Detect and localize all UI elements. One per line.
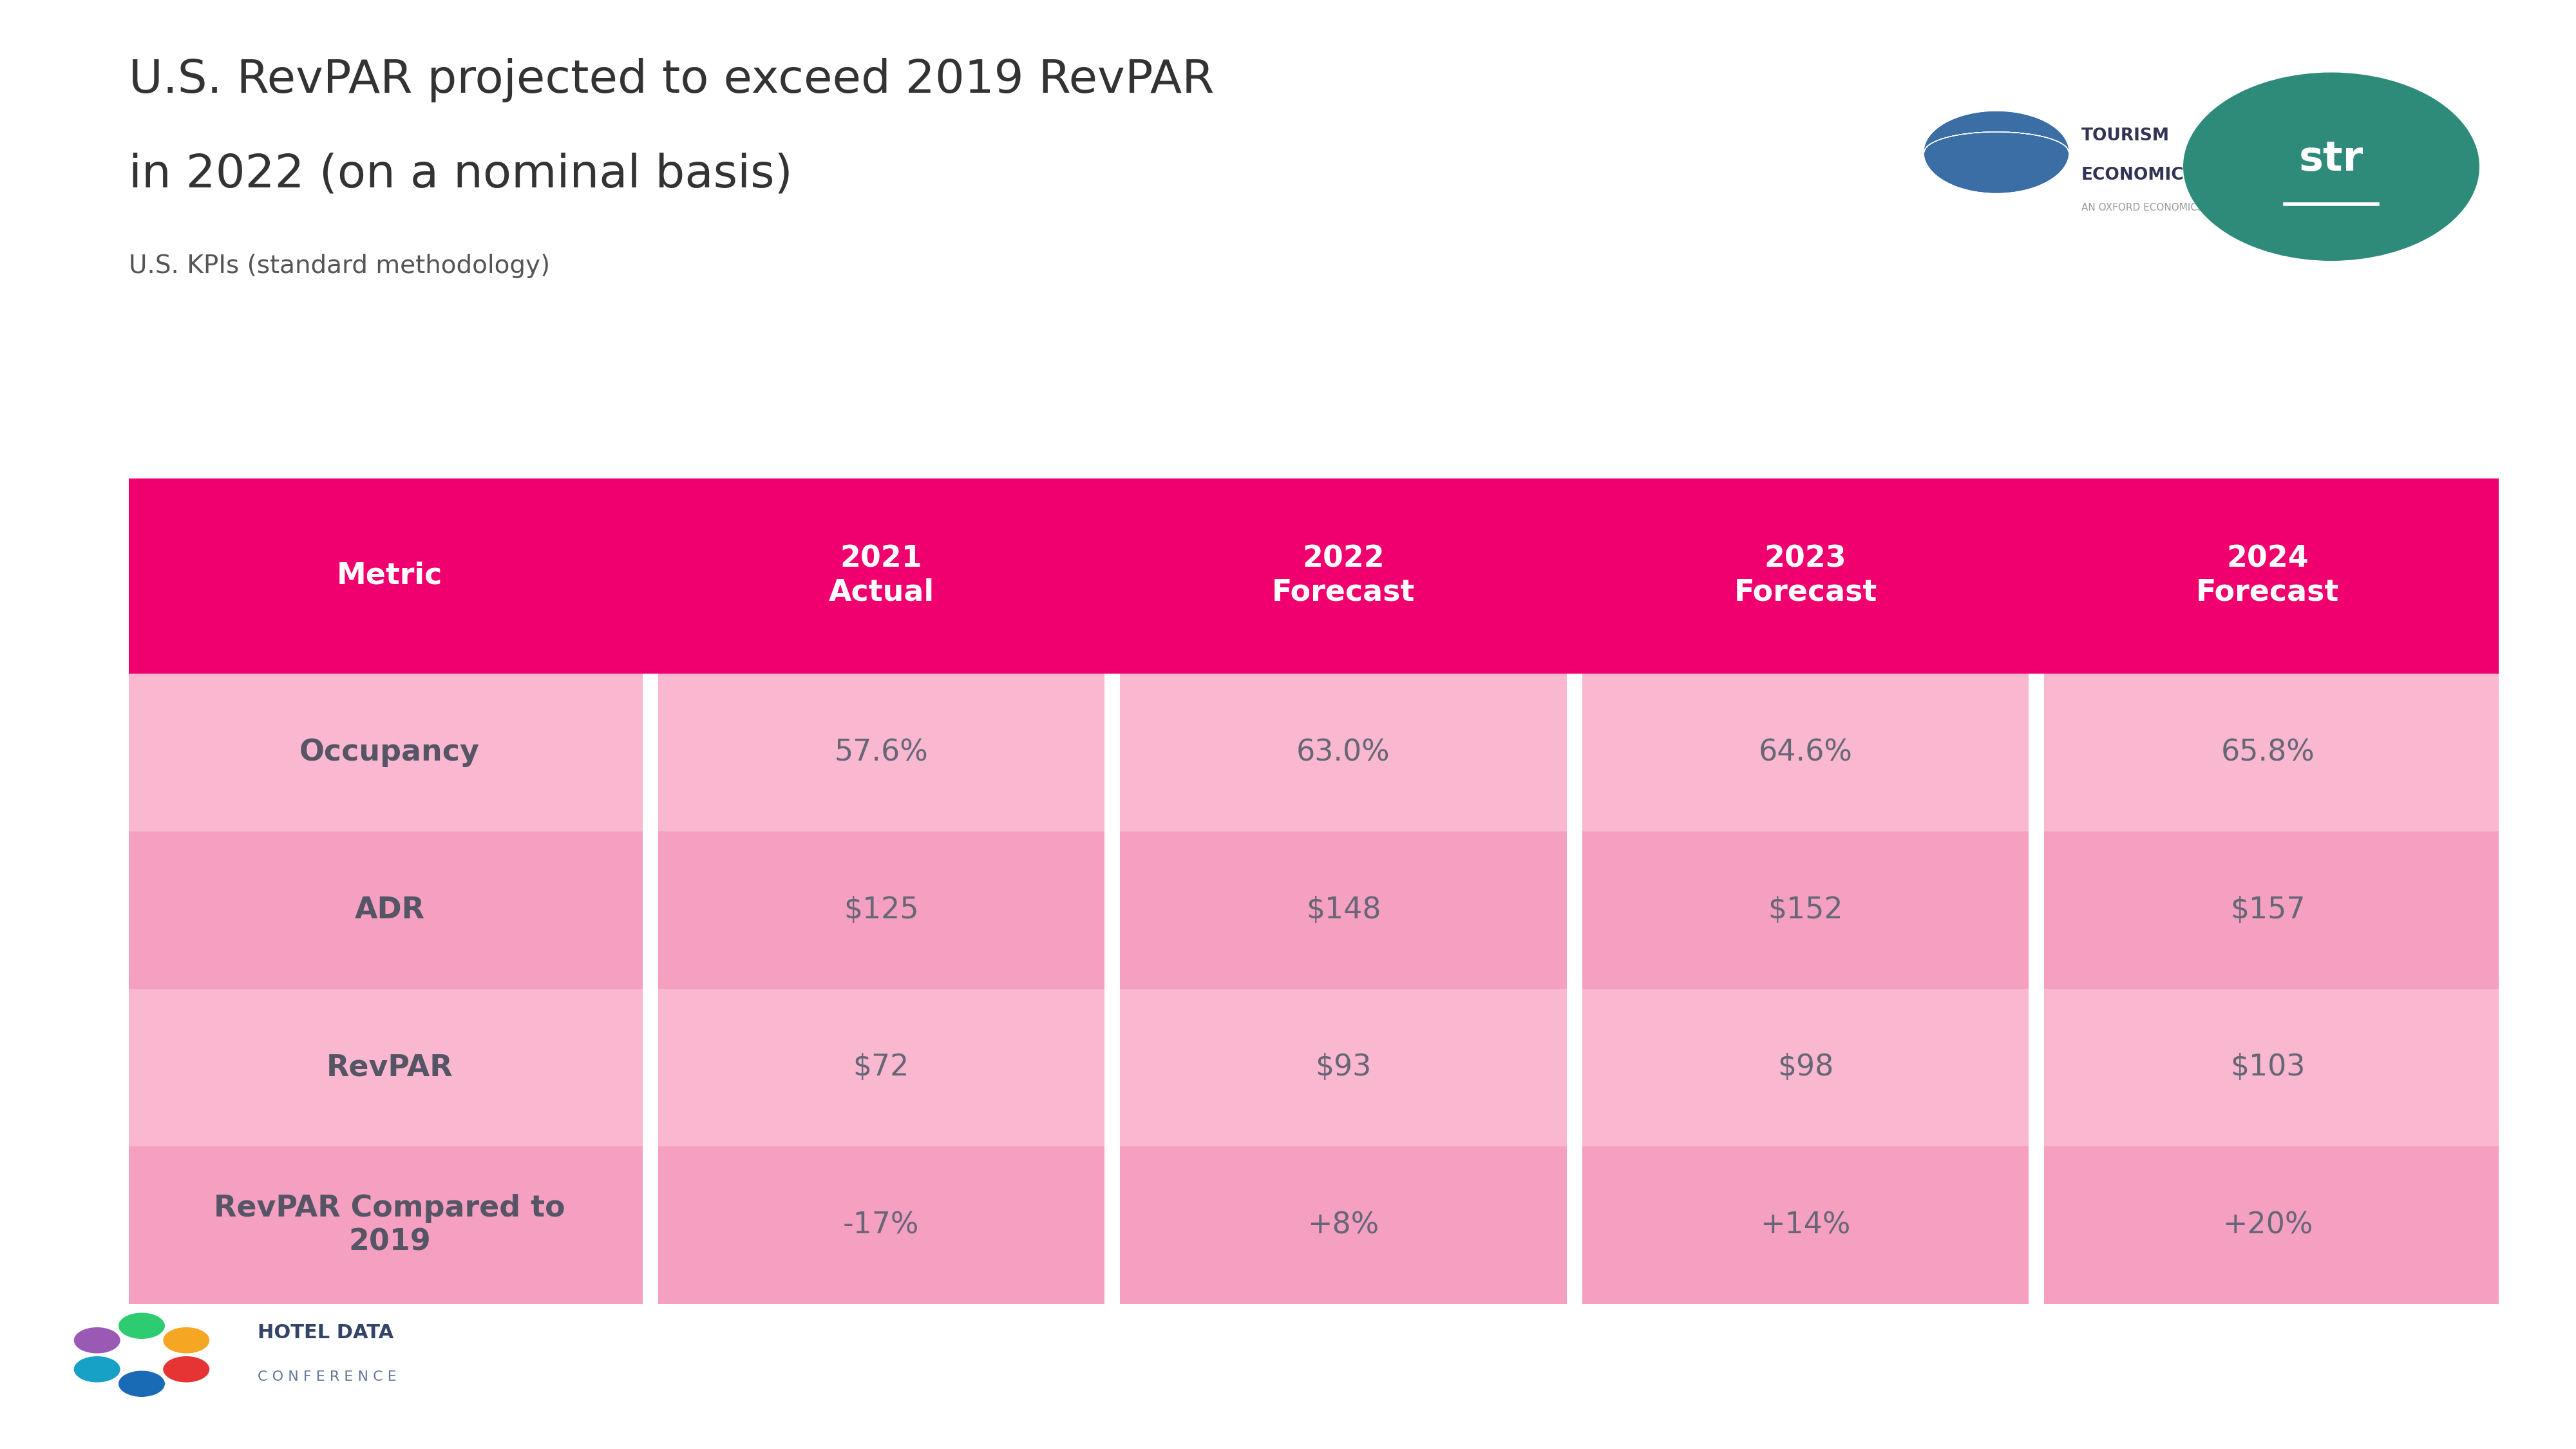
- FancyBboxPatch shape: [2038, 988, 2499, 1146]
- Text: 64.6%: 64.6%: [1759, 738, 1852, 767]
- FancyBboxPatch shape: [2038, 832, 2499, 988]
- Text: $148: $148: [1306, 895, 1381, 924]
- Text: AN OXFORD ECONOMICS COMPANY: AN OXFORD ECONOMICS COMPANY: [2081, 203, 2254, 213]
- FancyBboxPatch shape: [2030, 832, 2045, 988]
- FancyBboxPatch shape: [1574, 832, 2038, 988]
- Text: TOURISM: TOURISM: [2081, 128, 2169, 145]
- FancyBboxPatch shape: [1574, 674, 2038, 832]
- Text: 63.0%: 63.0%: [1296, 738, 1391, 767]
- FancyBboxPatch shape: [1566, 478, 1582, 674]
- Text: Metric: Metric: [337, 561, 443, 591]
- FancyBboxPatch shape: [649, 832, 1113, 988]
- Text: +8%: +8%: [1309, 1211, 1378, 1240]
- FancyBboxPatch shape: [129, 988, 649, 1146]
- FancyBboxPatch shape: [1113, 674, 1574, 832]
- FancyBboxPatch shape: [641, 1146, 657, 1304]
- Text: $157: $157: [2231, 895, 2306, 924]
- FancyBboxPatch shape: [1105, 988, 1121, 1146]
- FancyBboxPatch shape: [1566, 674, 1582, 832]
- Text: ADR: ADR: [355, 895, 425, 924]
- FancyBboxPatch shape: [2030, 988, 2045, 1146]
- FancyBboxPatch shape: [1113, 478, 1574, 674]
- FancyBboxPatch shape: [1113, 1146, 1574, 1304]
- Text: U.S. KPIs (standard methodology): U.S. KPIs (standard methodology): [129, 254, 551, 278]
- FancyBboxPatch shape: [129, 478, 649, 674]
- FancyBboxPatch shape: [1113, 988, 1574, 1146]
- FancyBboxPatch shape: [641, 988, 657, 1146]
- Ellipse shape: [2184, 72, 2478, 261]
- FancyBboxPatch shape: [2030, 1146, 2045, 1304]
- Text: $93: $93: [1316, 1053, 1370, 1082]
- FancyBboxPatch shape: [649, 674, 1113, 832]
- Text: 65.8%: 65.8%: [2221, 738, 2316, 767]
- Text: str: str: [2298, 139, 2365, 180]
- Circle shape: [75, 1356, 121, 1382]
- Text: RevPAR: RevPAR: [327, 1053, 453, 1082]
- FancyBboxPatch shape: [1105, 674, 1121, 832]
- FancyBboxPatch shape: [649, 478, 1113, 674]
- FancyBboxPatch shape: [1566, 832, 1582, 988]
- Circle shape: [162, 1356, 209, 1382]
- FancyBboxPatch shape: [129, 832, 649, 988]
- FancyBboxPatch shape: [2030, 674, 2045, 832]
- FancyBboxPatch shape: [1566, 988, 1582, 1146]
- FancyBboxPatch shape: [1113, 832, 1574, 988]
- FancyBboxPatch shape: [1566, 1146, 1582, 1304]
- Text: C O N F E R E N C E: C O N F E R E N C E: [258, 1371, 397, 1382]
- Circle shape: [1924, 112, 2069, 193]
- FancyBboxPatch shape: [649, 988, 1113, 1146]
- Text: $125: $125: [845, 895, 920, 924]
- FancyBboxPatch shape: [641, 674, 657, 832]
- FancyBboxPatch shape: [1574, 478, 2038, 674]
- Text: 2021
Actual: 2021 Actual: [829, 545, 935, 607]
- Text: 2023
Forecast: 2023 Forecast: [1734, 545, 1878, 607]
- Circle shape: [162, 1327, 209, 1353]
- Text: $152: $152: [1767, 895, 1842, 924]
- Text: $72: $72: [853, 1053, 909, 1082]
- FancyBboxPatch shape: [1105, 478, 1121, 674]
- Text: HOTEL DATA: HOTEL DATA: [258, 1324, 394, 1342]
- Text: 57.6%: 57.6%: [835, 738, 927, 767]
- Text: 2022
Forecast: 2022 Forecast: [1273, 545, 1414, 607]
- FancyBboxPatch shape: [2038, 478, 2499, 674]
- Text: Occupancy: Occupancy: [299, 738, 479, 767]
- Text: -17%: -17%: [842, 1211, 920, 1240]
- Text: +14%: +14%: [1759, 1211, 1850, 1240]
- FancyBboxPatch shape: [641, 832, 657, 988]
- Text: 2024
Forecast: 2024 Forecast: [2197, 545, 2339, 607]
- FancyBboxPatch shape: [649, 1146, 1113, 1304]
- FancyBboxPatch shape: [1105, 1146, 1121, 1304]
- Text: $98: $98: [1777, 1053, 1834, 1082]
- Text: $103: $103: [2231, 1053, 2306, 1082]
- FancyBboxPatch shape: [1574, 988, 2038, 1146]
- FancyBboxPatch shape: [2038, 1146, 2499, 1304]
- Circle shape: [75, 1327, 121, 1353]
- Text: +20%: +20%: [2223, 1211, 2313, 1240]
- FancyBboxPatch shape: [2030, 478, 2045, 674]
- Text: RevPAR Compared to
2019: RevPAR Compared to 2019: [214, 1194, 564, 1256]
- Circle shape: [118, 1371, 165, 1397]
- Circle shape: [118, 1313, 165, 1339]
- Text: U.S. RevPAR projected to exceed 2019 RevPAR: U.S. RevPAR projected to exceed 2019 Rev…: [129, 58, 1213, 103]
- FancyBboxPatch shape: [641, 478, 657, 674]
- Text: ECONOMICS: ECONOMICS: [2081, 167, 2197, 184]
- FancyBboxPatch shape: [129, 1146, 649, 1304]
- FancyBboxPatch shape: [1105, 832, 1121, 988]
- FancyBboxPatch shape: [1574, 1146, 2038, 1304]
- FancyBboxPatch shape: [129, 674, 649, 832]
- Text: in 2022 (on a nominal basis): in 2022 (on a nominal basis): [129, 152, 793, 197]
- FancyBboxPatch shape: [2038, 674, 2499, 832]
